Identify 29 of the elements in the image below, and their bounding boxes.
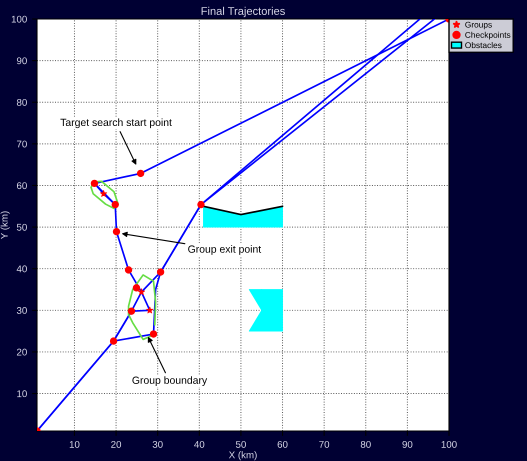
- x-tick-label: 30: [152, 440, 163, 448]
- y-tick-label: 70: [16, 140, 27, 148]
- annotation: Group exit point: [188, 245, 262, 255]
- y-tick-label: 90: [16, 57, 27, 64]
- x-tick-label: 70: [319, 440, 330, 448]
- x-tick-label: 60: [278, 440, 288, 448]
- x-tick-label: 50: [236, 440, 246, 448]
- legend-label: Obstacles: [465, 42, 502, 48]
- y-tick-label: 60: [16, 182, 27, 190]
- annotation: Target search start point: [60, 118, 172, 128]
- x-tick-label: 10: [70, 440, 80, 448]
- y-tick-label: 80: [16, 98, 27, 106]
- annotation: Group boundary: [132, 376, 208, 386]
- x-tick-label: 80: [360, 440, 371, 448]
- x-axis-title: X (km): [228, 451, 257, 460]
- y-tick-label: 100: [12, 16, 27, 23]
- y-tick-label: 40: [16, 265, 27, 272]
- x-tick-label: 100: [442, 440, 457, 448]
- y-axis-title: Y (km): [0, 211, 10, 240]
- x-tick-label: 40: [194, 440, 204, 448]
- x-tick-label: 90: [402, 440, 412, 448]
- legend-label: Checkpoints: [465, 32, 510, 40]
- x-tick-label: 20: [111, 440, 122, 448]
- y-tick-label: 10: [17, 390, 27, 398]
- legend-label: Groups: [465, 22, 492, 30]
- y-tick-label: 20: [16, 348, 27, 356]
- chart-title: Final Trajectories: [202, 6, 285, 18]
- y-tick-label: 50: [16, 224, 27, 231]
- y-tick-label: 30: [16, 307, 27, 314]
